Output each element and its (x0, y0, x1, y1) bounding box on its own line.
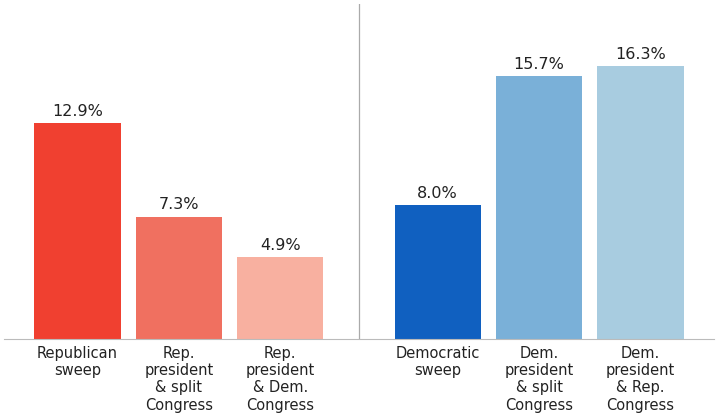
Text: 12.9%: 12.9% (52, 104, 103, 119)
Text: 15.7%: 15.7% (513, 57, 564, 72)
Text: 4.9%: 4.9% (260, 238, 301, 253)
Bar (597, 66, 684, 339)
Bar (136, 216, 222, 339)
Bar (496, 76, 582, 339)
Text: 16.3%: 16.3% (615, 47, 666, 62)
Text: 8.0%: 8.0% (417, 186, 458, 201)
Bar (237, 257, 324, 339)
Bar (394, 205, 481, 339)
Text: 7.3%: 7.3% (159, 197, 199, 212)
Bar (34, 123, 121, 339)
